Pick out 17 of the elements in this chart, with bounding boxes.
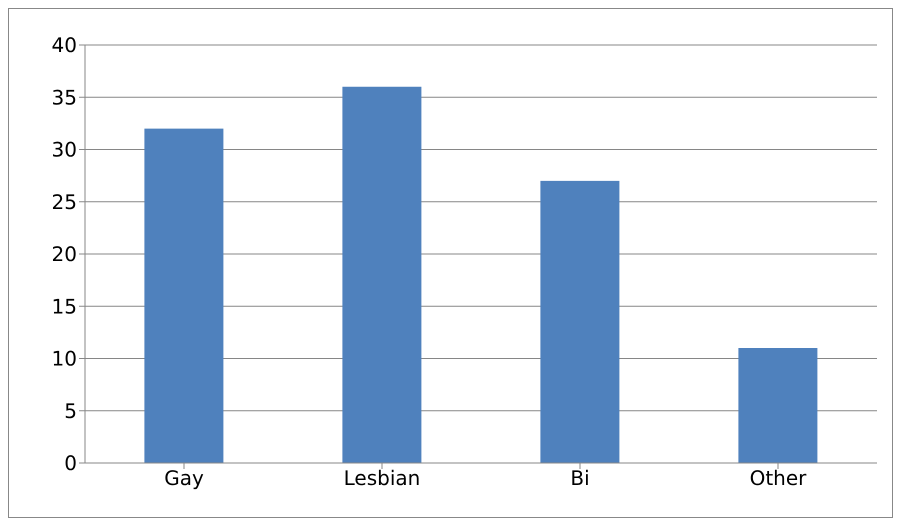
x-tick-label: Lesbian	[344, 466, 420, 490]
y-tick-label: 40	[52, 33, 77, 58]
y-tick-label: 0	[64, 451, 77, 476]
x-tick-label: Other	[750, 466, 808, 490]
x-tick-label: Gay	[164, 466, 204, 490]
bar	[540, 180, 620, 463]
y-tick-label: 15	[52, 294, 77, 318]
bar	[144, 128, 224, 463]
y-tick-label: 20	[52, 242, 77, 266]
y-tick-label: 35	[52, 85, 77, 110]
y-tick-label: 30	[52, 138, 77, 162]
x-tick-label: Bi	[570, 466, 590, 490]
y-tick-label: 10	[52, 346, 77, 371]
bar	[738, 348, 818, 463]
y-tick-label: 25	[52, 190, 77, 214]
y-tick-label: 5	[64, 398, 77, 423]
bar	[342, 86, 422, 463]
